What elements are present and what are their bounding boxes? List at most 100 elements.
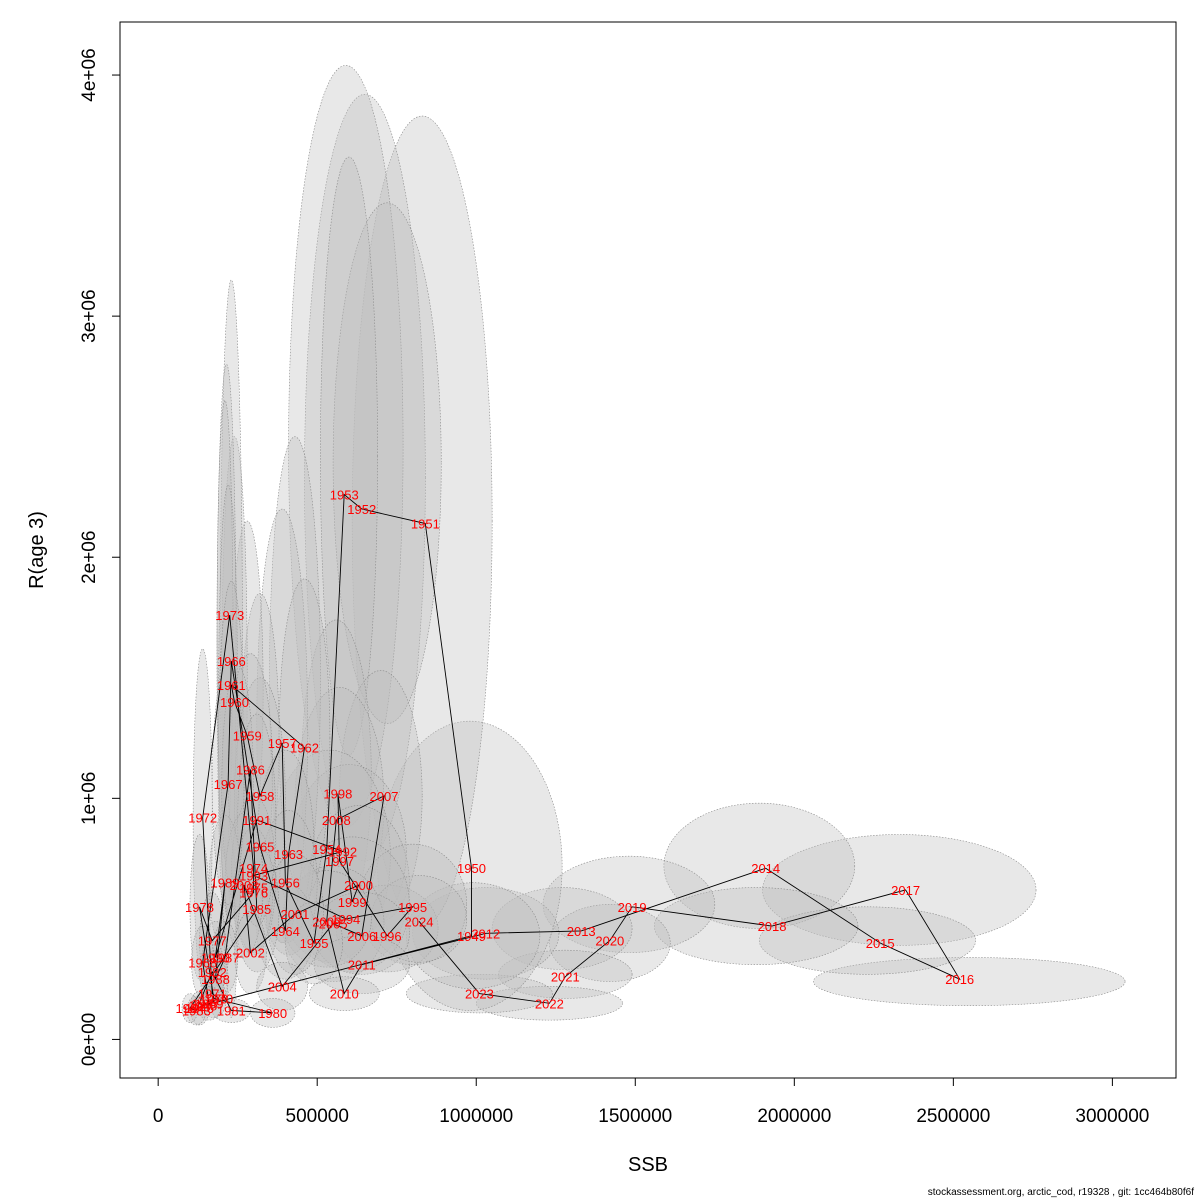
confidence-ellipses (181, 65, 1126, 1028)
year-label-1992: 1992 (328, 844, 357, 859)
year-label-1959: 1959 (233, 729, 262, 744)
confidence-ellipse (498, 949, 633, 999)
year-label-1953: 1953 (330, 488, 359, 503)
year-label-2005: 2005 (319, 917, 348, 932)
year-label-1991: 1991 (242, 813, 271, 828)
y-tick-label: 3e+06 (79, 289, 100, 342)
y-tick-label: 0e+00 (79, 1013, 100, 1066)
year-label-1985: 1985 (242, 902, 271, 917)
year-label-1996: 1996 (373, 929, 402, 944)
year-label-1988: 1988 (201, 972, 230, 987)
year-label-1954: 1954 (312, 842, 341, 857)
y-axis-title: R(age 3) (26, 511, 48, 589)
year-label-1951: 1951 (411, 516, 440, 531)
x-tick-label: 1500000 (598, 1106, 672, 1127)
year-label-2008: 2008 (322, 813, 351, 828)
confidence-ellipse (269, 436, 321, 920)
year-label-1980: 1980 (258, 1006, 287, 1021)
year-label-1956: 1956 (271, 876, 300, 891)
year-label-1998: 1998 (323, 787, 352, 802)
year-label-1957: 1957 (268, 736, 297, 751)
year-label-1950: 1950 (457, 861, 486, 876)
year-label-1946: 1946 (185, 1001, 214, 1016)
year-label-1982: 1982 (198, 965, 227, 980)
year-label-2011: 2011 (348, 958, 376, 973)
year-label-2019: 2019 (618, 900, 647, 915)
year-label-2009: 2009 (312, 914, 341, 929)
year-label-2002: 2002 (236, 946, 265, 961)
year-label-1997: 1997 (325, 854, 354, 869)
year-label-1970: 1970 (204, 991, 233, 1006)
year-label-1965: 1965 (245, 840, 274, 855)
year-label-1952: 1952 (347, 502, 376, 517)
year-label-1969: 1969 (195, 996, 224, 1011)
footer-text: stockassessment.org, arctic_cod, r19328 … (927, 1187, 1194, 1198)
confidence-ellipse (358, 843, 467, 965)
year-label-1989: 1989 (211, 876, 240, 891)
trajectory-lines (189, 493, 961, 1014)
x-tick-label: 500000 (286, 1106, 349, 1127)
confidence-ellipse (234, 677, 286, 920)
year-label-1968: 1968 (188, 955, 217, 970)
year-label-2006: 2006 (347, 929, 376, 944)
x-tick-label: 2500000 (916, 1106, 990, 1127)
x-tick-label: 3000000 (1075, 1106, 1149, 1127)
year-label-2018: 2018 (758, 919, 787, 934)
year-label-1983: 1983 (182, 1003, 211, 1018)
year-label-1995: 1995 (398, 900, 427, 915)
confidence-ellipse (654, 887, 859, 965)
year-label-2016: 2016 (945, 972, 974, 987)
year-label-1947: 1947 (191, 996, 220, 1011)
year-label-2015: 2015 (866, 936, 895, 951)
confidence-ellipse (549, 904, 671, 982)
year-label-2004: 2004 (268, 979, 297, 994)
x-tick-label: 0 (153, 1106, 164, 1127)
confidence-ellipse (762, 834, 1037, 946)
year-label-1971: 1971 (198, 987, 227, 1002)
year-label-1958: 1958 (245, 789, 274, 804)
year-label-1972: 1972 (188, 811, 217, 826)
year-label-2003: 2003 (230, 878, 259, 893)
year-label-1966: 1966 (217, 654, 246, 669)
year-label-2021: 2021 (551, 970, 580, 985)
year-label-2012: 2012 (471, 926, 500, 941)
y-axis: 0e+00 1e+06 2e+06 3e+06 4e+06 (79, 48, 121, 1066)
x-axis-title: SSB (628, 1154, 668, 1176)
year-label-1976: 1976 (239, 885, 268, 900)
year-label-1984: 1984 (176, 1001, 205, 1016)
confidence-ellipse (405, 882, 541, 990)
confidence-ellipse (370, 875, 467, 963)
confidence-ellipse (813, 957, 1126, 1006)
year-label-1974: 1974 (239, 861, 268, 876)
trajectory-line (189, 493, 961, 1014)
year-label-1994: 1994 (331, 912, 360, 927)
year-label-2013: 2013 (567, 924, 596, 939)
year-label-2010: 2010 (330, 987, 359, 1002)
x-axis: 0 500000 1000000 1500000 2000000 2500000 30000… (153, 1077, 1149, 1127)
confidence-ellipse (663, 802, 856, 929)
x-tick-label: 1000000 (439, 1106, 513, 1127)
confidence-ellipse (301, 619, 372, 929)
confidence-ellipse (377, 720, 563, 1011)
year-label-1979: 1979 (199, 991, 228, 1006)
year-label-1967: 1967 (214, 777, 243, 792)
year-label-2024: 2024 (405, 914, 434, 929)
year-label-1999: 1999 (338, 895, 367, 910)
year-label-2023: 2023 (465, 987, 494, 1002)
year-label-1964: 1964 (271, 924, 300, 939)
confidence-ellipse (288, 65, 404, 828)
year-label-1978: 1978 (185, 900, 214, 915)
confidence-ellipse (278, 578, 331, 898)
year-label-1955: 1955 (300, 936, 329, 951)
confidence-ellipse (491, 887, 633, 970)
x-tick-label: 2000000 (757, 1106, 831, 1127)
year-label-1973: 1973 (215, 608, 244, 623)
confidence-ellipse (542, 855, 716, 953)
confidence-ellipse (759, 906, 976, 975)
confidence-ellipse (221, 436, 248, 920)
confidence-ellipse (339, 670, 423, 922)
year-label-2001: 2001 (280, 907, 309, 922)
y-tick-label: 4e+06 (79, 48, 100, 101)
year-label-1949: 1949 (457, 929, 486, 944)
year-label-1963: 1963 (274, 847, 303, 862)
